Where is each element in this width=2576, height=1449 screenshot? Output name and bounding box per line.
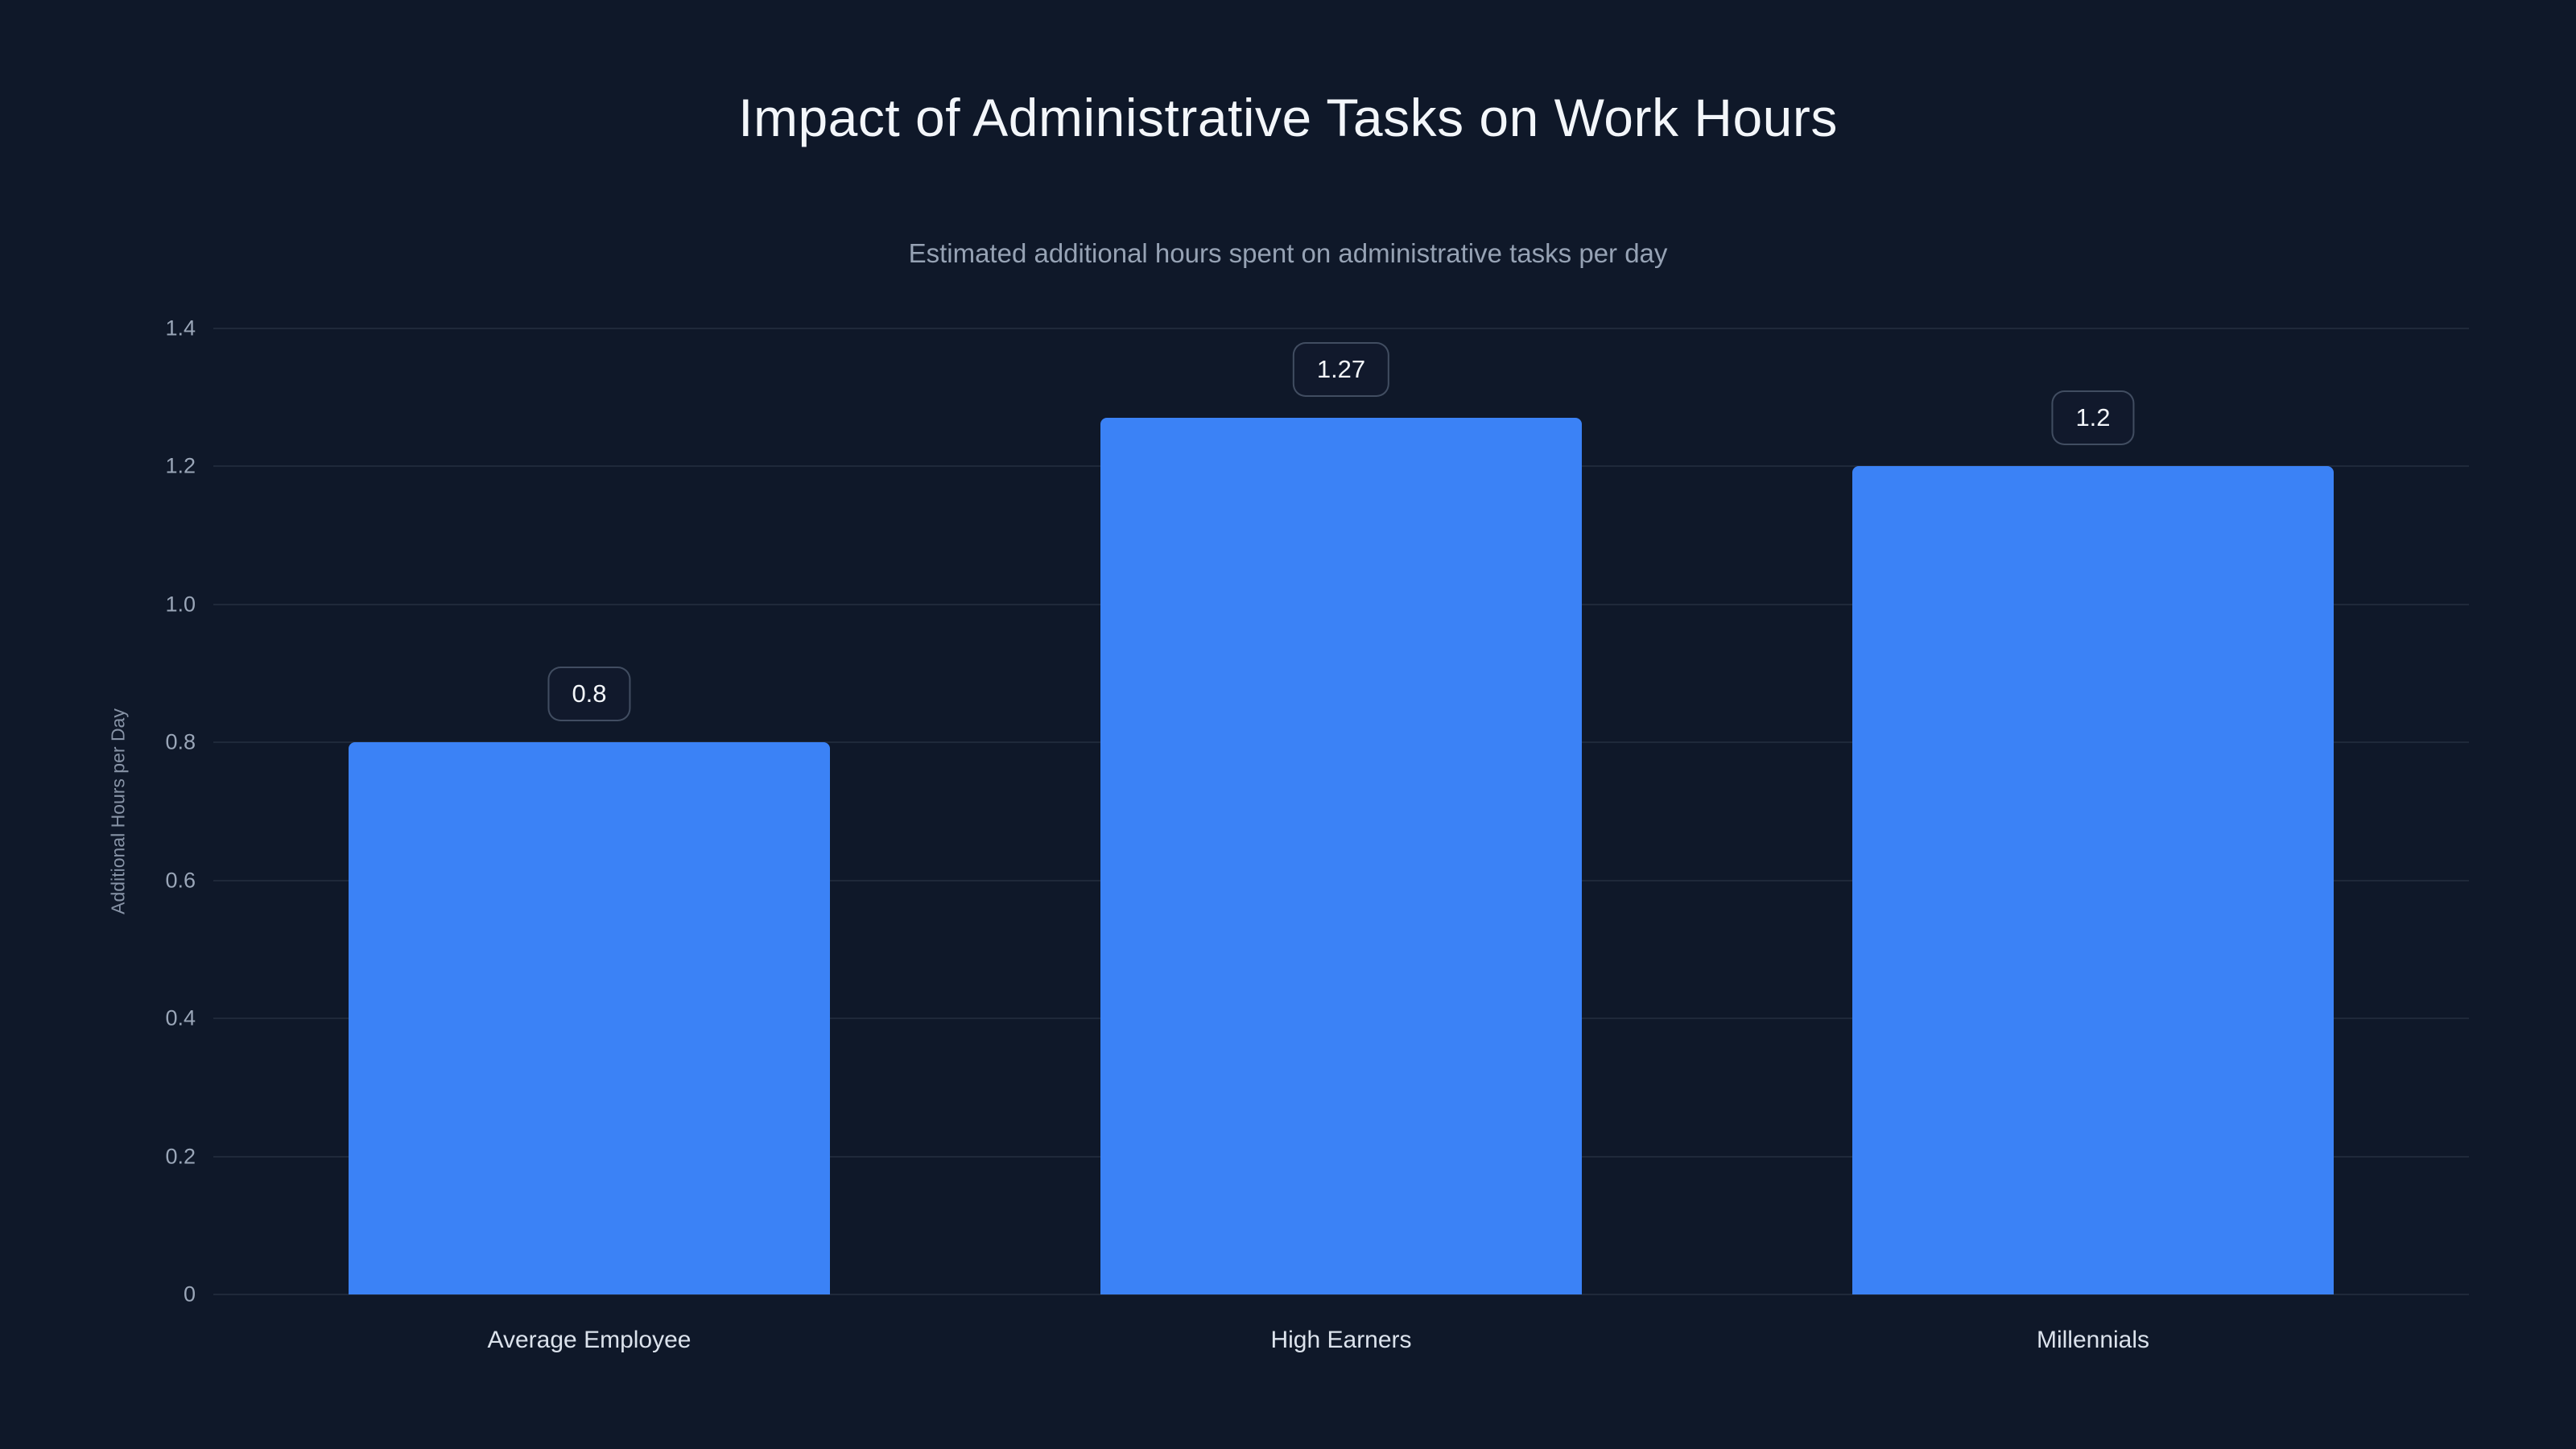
bar-millennials (1852, 466, 2334, 1294)
gridline (213, 328, 2469, 329)
value-badge: 0.8 (547, 667, 631, 722)
value-badge: 1.2 (2051, 390, 2135, 446)
category-label: Millennials (2036, 1327, 2150, 1353)
bar-average-employee (349, 742, 830, 1294)
category-label: High Earners (1270, 1327, 1412, 1353)
category-label: Average Employee (487, 1327, 691, 1353)
chart-subtitle: Estimated additional hours spent on admi… (908, 238, 1668, 268)
y-tick-label: 0.4 (165, 1005, 196, 1030)
y-tick-label: 0.8 (165, 729, 196, 754)
y-tick-label: 0 (183, 1282, 196, 1307)
value-badge: 1.27 (1292, 342, 1390, 398)
y-tick-label: 0.2 (165, 1144, 196, 1169)
y-tick-label: 1.2 (165, 453, 196, 478)
gridline (213, 1294, 2469, 1295)
bar-high-earners (1100, 418, 1582, 1294)
plot-area: 0 0.2 0.4 0.6 0.8 1.0 1.2 1.4 0.8 Average Employe… (165, 316, 2469, 1353)
y-axis-title: Additional Hours per Day (107, 708, 129, 914)
y-tick-label: 0.6 (165, 868, 196, 893)
y-tick-label: 1.4 (165, 316, 196, 341)
y-tick-label: 1.0 (165, 592, 196, 617)
chart-title: Impact of Administrative Tasks on Work H… (738, 88, 1838, 147)
